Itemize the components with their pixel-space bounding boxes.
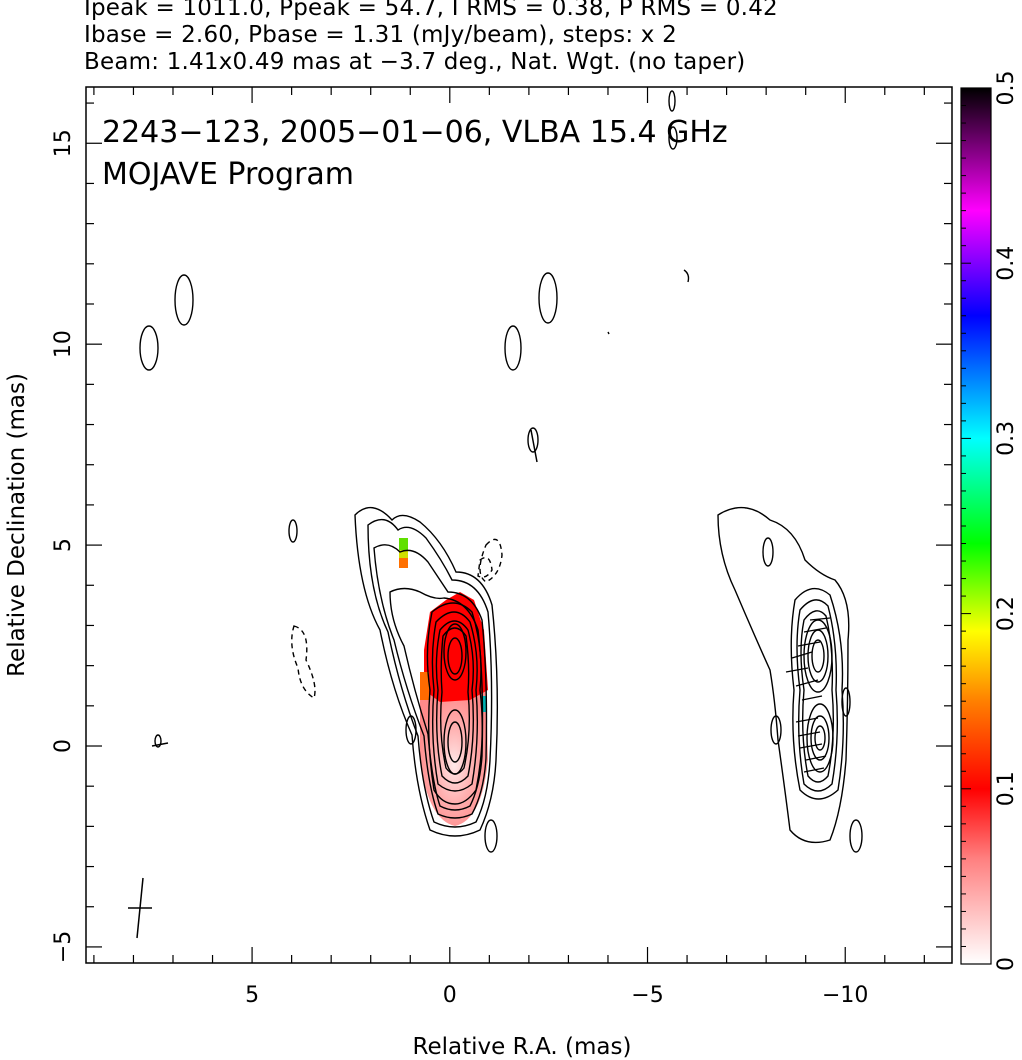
pol-fill-orange <box>399 558 408 568</box>
x-axis-label: Relative R.A. (mas) <box>413 1034 632 1060</box>
evpa-vector <box>797 641 821 647</box>
source-title: 2243−123, 2005−01−06, VLBA 15.4 GHz <box>102 115 728 150</box>
program-title: MOJAVE Program <box>102 157 354 192</box>
evpa-vectors <box>785 617 831 773</box>
pol-fill-yellow <box>399 550 408 558</box>
y-tick-label: 15 <box>51 129 76 157</box>
y-tick-label: −5 <box>51 931 76 963</box>
x-tick-label: 5 <box>245 983 259 1008</box>
header-line-2: Ibase = 2.60, Pbase = 1.31 (mJy/beam), s… <box>84 22 677 48</box>
evpa-vector <box>797 731 821 737</box>
evpa-vector <box>803 767 825 773</box>
axis-ticks <box>86 87 952 963</box>
colorbar-ticks <box>961 87 971 965</box>
pol-fill-green-top <box>399 538 408 550</box>
evpa-vector <box>795 679 819 687</box>
colorbar-tick-label: 0.2 <box>994 596 1019 631</box>
evpa-vector <box>795 717 819 723</box>
y-tick-label: 0 <box>51 739 76 753</box>
y-tick-label: 10 <box>51 330 76 358</box>
x-tick-labels: 5 0 −5 −10 <box>245 983 868 1008</box>
colorbar-tick-label: 0.4 <box>994 246 1019 281</box>
plot-frame <box>85 86 953 964</box>
y-axis-label: Relative Declination (mas) <box>4 373 30 677</box>
pol-fill-orange-edge <box>420 672 429 700</box>
right-map-contours <box>717 507 863 853</box>
colorbar-tick-labels: 0 0.1 0.2 0.3 0.4 0.5 <box>994 71 1019 972</box>
evpa-vector <box>805 755 827 761</box>
colorbar-tick-label: 0.5 <box>994 71 1019 106</box>
colorbar-tick-label: 0 <box>994 957 1019 971</box>
x-tick-label: −5 <box>631 983 663 1008</box>
evpa-vector <box>785 667 809 673</box>
evpa-vector <box>799 743 823 749</box>
x-tick-label: 0 <box>443 983 457 1008</box>
plot-area <box>128 90 863 939</box>
colorbar-tick-label: 0.3 <box>994 421 1019 456</box>
header-line-3: Beam: 1.41x0.49 mas at −3.7 deg., Nat. W… <box>84 49 746 75</box>
pol-fill-cyan-edge <box>482 696 487 712</box>
header-line-1: Ipeak = 1011.0, Ppeak = 54.7, I RMS = 0.… <box>84 0 778 21</box>
beam-marker <box>128 429 538 939</box>
colorbar-tick-label: 0.1 <box>994 771 1019 806</box>
x-tick-label: −10 <box>822 983 868 1008</box>
left-map-contours <box>139 90 690 853</box>
y-tick-labels: −5 0 5 10 15 <box>51 129 76 963</box>
core-pol-fill-upper <box>424 592 488 702</box>
y-tick-label: 5 <box>51 538 76 552</box>
evpa-vector <box>791 651 813 659</box>
evpa-vector <box>809 617 831 621</box>
evpa-vector <box>803 627 827 633</box>
evpa-vector <box>801 695 823 701</box>
